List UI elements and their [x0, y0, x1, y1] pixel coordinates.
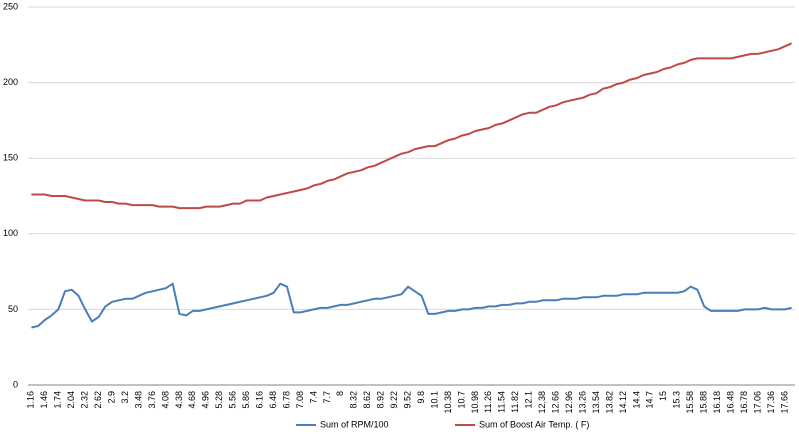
x-tick-label: 15.58 [685, 391, 695, 414]
legend-label: Sum of Boost Air Temp. ( F) [479, 419, 589, 429]
x-tick-label: 6.48 [268, 391, 278, 409]
x-tick-label: 10.98 [470, 391, 480, 414]
x-tick-label: 17.06 [752, 391, 762, 414]
x-tick-label: 4.08 [160, 391, 170, 409]
y-tick-label: 0 [13, 379, 18, 389]
x-tick-label: 3.2 [120, 391, 130, 404]
x-tick-label: 3.76 [147, 391, 157, 409]
x-tick-label: 13.54 [591, 391, 601, 414]
x-tick-label: 6.78 [281, 391, 291, 409]
x-tick-label: 15.88 [699, 391, 709, 414]
x-tick-label: 11.54 [497, 391, 507, 413]
x-tick-label: 9.22 [389, 391, 399, 409]
x-tick-label: 5.56 [228, 391, 238, 409]
x-tick-label: 8.32 [349, 391, 359, 409]
series-line [31, 42, 793, 210]
series-line [31, 282, 792, 329]
x-tick-label: 2.04 [66, 391, 76, 409]
x-tick-label: 8.62 [362, 391, 372, 409]
x-tick-label: 14.4 [631, 391, 641, 409]
x-tick-label: 7.4 [308, 391, 318, 404]
x-tick-label: 3.48 [133, 391, 143, 409]
x-tick-label: 14.7 [645, 391, 655, 409]
y-tick-label: 50 [8, 304, 18, 314]
x-tick-label: 10.38 [443, 391, 453, 414]
x-tick-label: 8.92 [376, 391, 386, 409]
x-tick-label: 12.66 [551, 391, 561, 414]
x-tick-label: 9.52 [403, 391, 413, 409]
x-tick-label: 10.1 [429, 391, 439, 409]
x-tick-label: 16.48 [725, 391, 735, 414]
x-tick-label: 2.62 [93, 391, 103, 409]
legend-label: Sum of RPM/100 [320, 419, 389, 429]
x-tick-label: 11.82 [510, 391, 520, 413]
x-tick-label: 13.82 [604, 391, 614, 414]
x-tick-label: 1.16 [26, 391, 36, 409]
y-tick-label: 250 [3, 1, 18, 11]
x-tick-label: 7.7 [322, 391, 332, 404]
x-tick-label: 11.26 [483, 391, 493, 413]
y-tick-label: 200 [3, 77, 18, 87]
x-tick-label: 4.38 [174, 391, 184, 409]
x-tick-label: 1.74 [53, 391, 63, 409]
x-tick-label: 12.38 [537, 391, 547, 414]
y-tick-label: 150 [3, 153, 18, 163]
x-tick-label: 2.9 [106, 391, 116, 404]
x-tick-label: 15.3 [672, 391, 682, 409]
x-tick-label: 7.08 [295, 391, 305, 409]
x-tick-label: 2.32 [80, 391, 90, 409]
x-tick-label: 13.26 [577, 391, 587, 414]
x-tick-label: 1.46 [39, 391, 49, 409]
y-tick-label: 100 [3, 228, 18, 238]
x-tick-label: 14.12 [618, 391, 628, 414]
x-tick-label: 15 [658, 391, 668, 401]
x-tick-label: 16.18 [712, 391, 722, 414]
x-tick-label: 12.1 [524, 391, 534, 409]
x-tick-label: 12.96 [564, 391, 574, 414]
x-tick-label: 4.96 [201, 391, 211, 409]
x-tick-label: 4.68 [187, 391, 197, 409]
x-tick-label: 10.7 [456, 391, 466, 409]
x-tick-label: 5.28 [214, 391, 224, 409]
x-tick-label: 9.8 [416, 391, 426, 404]
x-tick-label: 17.36 [766, 391, 776, 414]
x-tick-label: 5.86 [241, 391, 251, 409]
x-tick-label: 6.16 [254, 391, 264, 409]
x-tick-label: 8 [335, 391, 345, 396]
x-tick-label: 16.78 [739, 391, 749, 414]
x-tick-label: 17.66 [779, 391, 789, 414]
